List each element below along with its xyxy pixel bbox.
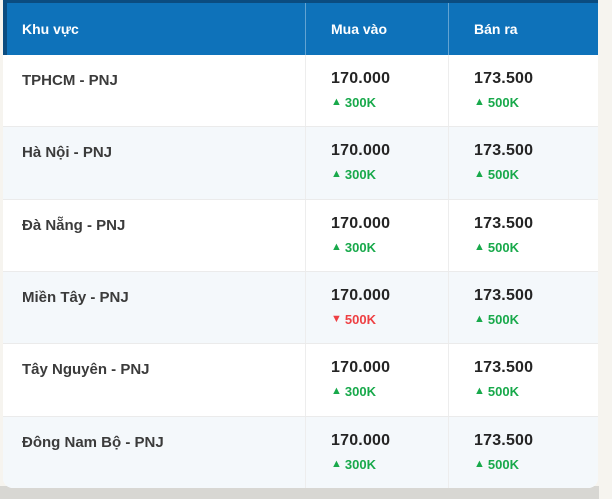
buy-change: ▲ 300K bbox=[331, 384, 376, 400]
up-arrow-icon: ▲ bbox=[474, 457, 485, 470]
up-arrow-icon: ▲ bbox=[474, 385, 485, 398]
region-cell: Đà Nẵng - PNJ bbox=[3, 200, 305, 271]
up-arrow-icon: ▲ bbox=[331, 240, 342, 253]
sell-price: 173.500 bbox=[474, 359, 534, 377]
region-cell: Miền Tây - PNJ bbox=[3, 272, 305, 343]
header-left-accent bbox=[3, 0, 7, 55]
buy-cell: 170.000 ▲ 300K bbox=[305, 199, 448, 271]
up-arrow-icon: ▲ bbox=[474, 96, 485, 108]
region-label: Đông Nam Bộ - PNJ bbox=[22, 433, 164, 451]
region-cell: Tây Nguyên - PNJ bbox=[3, 344, 305, 415]
up-arrow-icon: ▲ bbox=[474, 312, 485, 325]
column-header-region: Khu vực bbox=[22, 21, 79, 37]
table-row: TPHCM - PNJ 170.000 ▲ 300K 173.500 ▲ 500K bbox=[3, 55, 598, 128]
buy-change: ▲ 300K bbox=[331, 239, 376, 255]
buy-cell: 170.000 ▼ 500K bbox=[305, 271, 448, 344]
up-arrow-icon: ▲ bbox=[331, 385, 342, 398]
sell-change: ▲ 500K bbox=[474, 167, 519, 183]
sell-price: 173.500 bbox=[474, 70, 534, 87]
sell-change: ▲ 500K bbox=[474, 384, 519, 400]
up-arrow-icon: ▲ bbox=[331, 457, 342, 470]
up-arrow-icon: ▲ bbox=[474, 240, 485, 253]
sell-price: 173.500 bbox=[474, 286, 534, 304]
buy-change: ▼ 500K bbox=[331, 311, 376, 327]
buy-cell: 170.000 ▲ 300K bbox=[305, 344, 448, 416]
buy-price: 170.000 bbox=[331, 214, 391, 232]
column-header-sell: Bán ra bbox=[448, 3, 598, 55]
sell-change: ▲ 500K bbox=[474, 311, 519, 327]
gold-price-table: Khu vực Mua vào Bán ra TPHCM - PNJ 170.0… bbox=[3, 0, 598, 488]
sell-cell: 173.500 ▲ 500K bbox=[448, 199, 598, 271]
sell-cell: 173.500 ▲ 500K bbox=[448, 344, 598, 416]
sell-price: 173.500 bbox=[474, 142, 534, 160]
table-row: Đà Nẵng - PNJ 170.000 ▲ 300K 173.500 ▲ 500… bbox=[3, 199, 598, 272]
sell-cell: 173.500 ▲ 500K bbox=[448, 416, 598, 488]
region-label: TPHCM - PNJ bbox=[22, 72, 118, 89]
column-header-buy: Mua vào bbox=[305, 3, 448, 55]
table-row: Tây Nguyên - PNJ 170.000 ▲ 300K 173.500 ▲… bbox=[3, 344, 598, 417]
buy-price: 170.000 bbox=[331, 359, 391, 377]
up-arrow-icon: ▲ bbox=[331, 96, 342, 108]
buy-cell: 170.000 ▲ 300K bbox=[305, 55, 448, 127]
sell-cell: 173.500 ▲ 500K bbox=[448, 55, 598, 127]
sell-cell: 173.500 ▲ 500K bbox=[448, 127, 598, 199]
table-body: TPHCM - PNJ 170.000 ▲ 300K 173.500 ▲ 500K … bbox=[3, 55, 598, 488]
buy-price: 170.000 bbox=[331, 142, 391, 160]
region-label: Miền Tây - PNJ bbox=[22, 288, 129, 306]
buy-change: ▲ 300K bbox=[331, 167, 376, 183]
region-cell: Hà Nội - PNJ bbox=[3, 127, 305, 198]
up-arrow-icon: ▲ bbox=[474, 168, 485, 181]
table-row: Hà Nội - PNJ 170.000 ▲ 300K 173.500 ▲ 500K bbox=[3, 127, 598, 200]
region-cell: Đông Nam Bộ - PNJ bbox=[3, 417, 305, 488]
region-label: Hà Nội - PNJ bbox=[22, 144, 113, 162]
region-label: Tây Nguyên - PNJ bbox=[22, 361, 150, 379]
sell-change: ▲ 500K bbox=[474, 95, 519, 110]
buy-cell: 170.000 ▲ 300K bbox=[305, 416, 448, 488]
buy-change: ▲ 300K bbox=[331, 456, 376, 472]
buy-cell: 170.000 ▲ 300K bbox=[305, 127, 448, 199]
table-row: Miền Tây - PNJ 170.000 ▼ 500K 173.500 ▲ 50… bbox=[3, 271, 598, 345]
bottom-divider bbox=[0, 486, 599, 499]
buy-price: 170.000 bbox=[331, 286, 391, 304]
table-row: Đông Nam Bộ - PNJ 170.000 ▲ 300K 173.500 … bbox=[3, 416, 598, 488]
sell-change: ▲ 500K bbox=[474, 239, 519, 255]
table-header-row: Khu vực Mua vào Bán ra bbox=[3, 0, 598, 55]
sell-change: ▲ 500K bbox=[474, 456, 519, 472]
sell-price: 173.500 bbox=[474, 431, 534, 449]
region-label: Đà Nẵng - PNJ bbox=[22, 216, 126, 234]
down-arrow-icon: ▼ bbox=[331, 312, 342, 325]
sell-price: 173.500 bbox=[474, 214, 534, 232]
buy-price: 170.000 bbox=[331, 431, 391, 449]
buy-price: 170.000 bbox=[331, 70, 391, 87]
buy-change: ▲ 300K bbox=[331, 95, 376, 110]
sell-cell: 173.500 ▲ 500K bbox=[448, 271, 598, 344]
region-cell: TPHCM - PNJ bbox=[3, 55, 305, 126]
up-arrow-icon: ▲ bbox=[331, 168, 342, 181]
